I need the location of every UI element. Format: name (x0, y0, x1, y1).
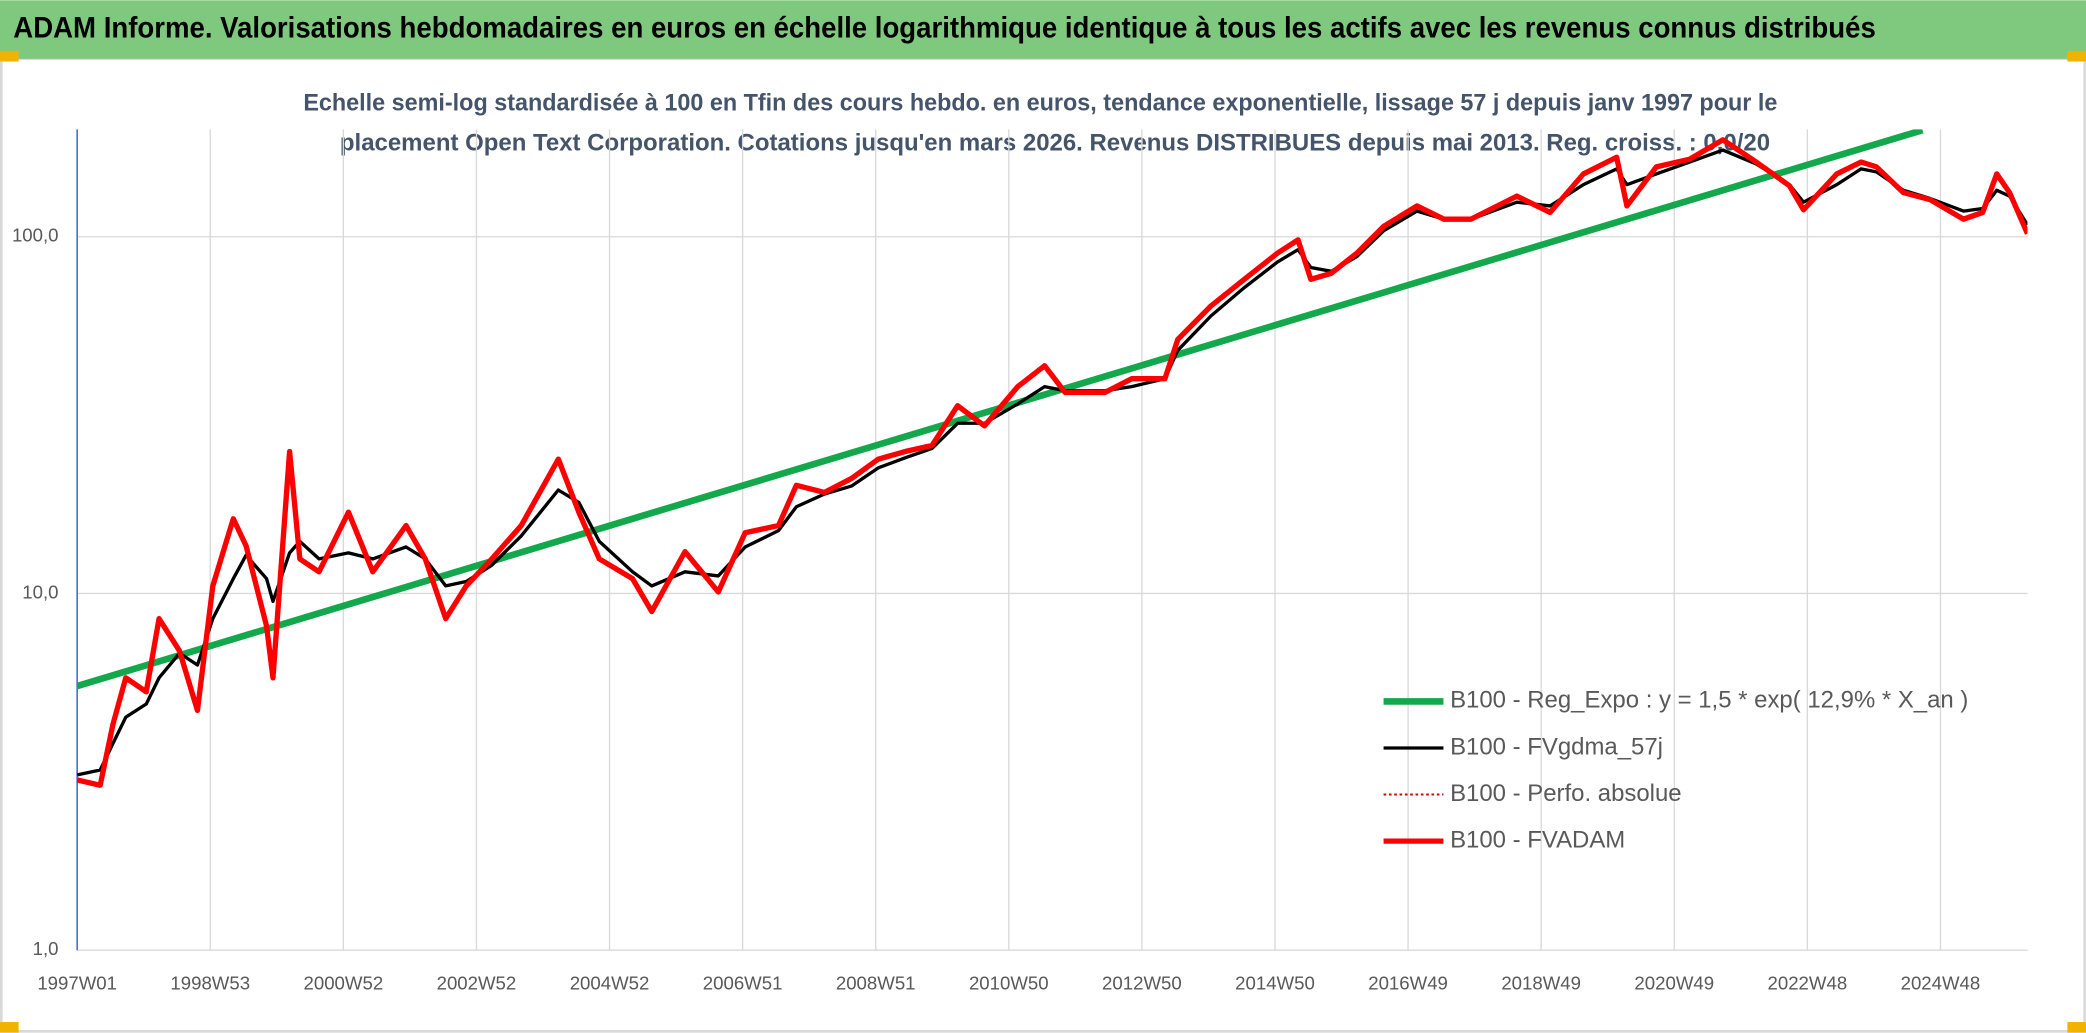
legend-label: B100 - Reg_Expo : y = 1,5 * exp( 12,9% *… (1450, 687, 1968, 714)
x-tick-label: 2016W49 (1368, 973, 1448, 994)
legend-label: B100 - FVADAM (1450, 826, 1625, 853)
line-series (77, 148, 2028, 777)
x-tick-label: 1998W53 (170, 973, 250, 994)
line-series (77, 137, 2028, 788)
chart-subtitle: Echelle semi-log standardisée à 100 en T… (303, 89, 1777, 116)
legend-label: B100 - FVgdma_57j (1450, 733, 1663, 760)
corner-mark (0, 1022, 19, 1033)
x-tick-label: 2010W50 (969, 973, 1049, 994)
x-tick-label: 2008W51 (836, 973, 916, 994)
corner-mark (2067, 50, 2086, 62)
corner-mark (0, 50, 19, 62)
plot-area (77, 129, 2028, 788)
y-tick-label: 1,0 (33, 938, 59, 959)
x-tick-label: 2012W50 (1102, 973, 1182, 994)
grid: 1,0 10,0 100,0 1997W01 1998W53 2000W52 2002W52… (12, 129, 2028, 994)
corner-mark (2067, 1022, 2086, 1033)
x-tick-label: 2024W48 (1901, 973, 1981, 994)
chart-subtitle: placement Open Text Corporation. Cotatio… (340, 129, 1770, 156)
legend: B100 - Reg_Expo : y = 1,5 * exp( 12,9% *… (1383, 687, 1968, 853)
x-tick-label: 2022W48 (1768, 973, 1848, 994)
x-tick-label: 2006W51 (703, 973, 783, 994)
x-tick-label: 2000W52 (304, 973, 384, 994)
y-tick-label: 100,0 (12, 225, 59, 246)
x-tick-label: 1997W01 (37, 973, 117, 994)
x-tick-label: 2004W52 (570, 973, 650, 994)
y-tick-label: 10,0 (22, 581, 58, 602)
legend-label: B100 - Perfo. absolue (1450, 780, 1682, 807)
chart-title: ADAM Informe. Valorisations hebdomadaire… (13, 12, 1876, 44)
x-tick-label: 2002W52 (437, 973, 517, 994)
x-tick-label: 2014W50 (1235, 973, 1315, 994)
x-tick-label: 2020W49 (1634, 973, 1714, 994)
x-tick-label: 2018W49 (1501, 973, 1581, 994)
title-banner (0, 0, 2086, 59)
